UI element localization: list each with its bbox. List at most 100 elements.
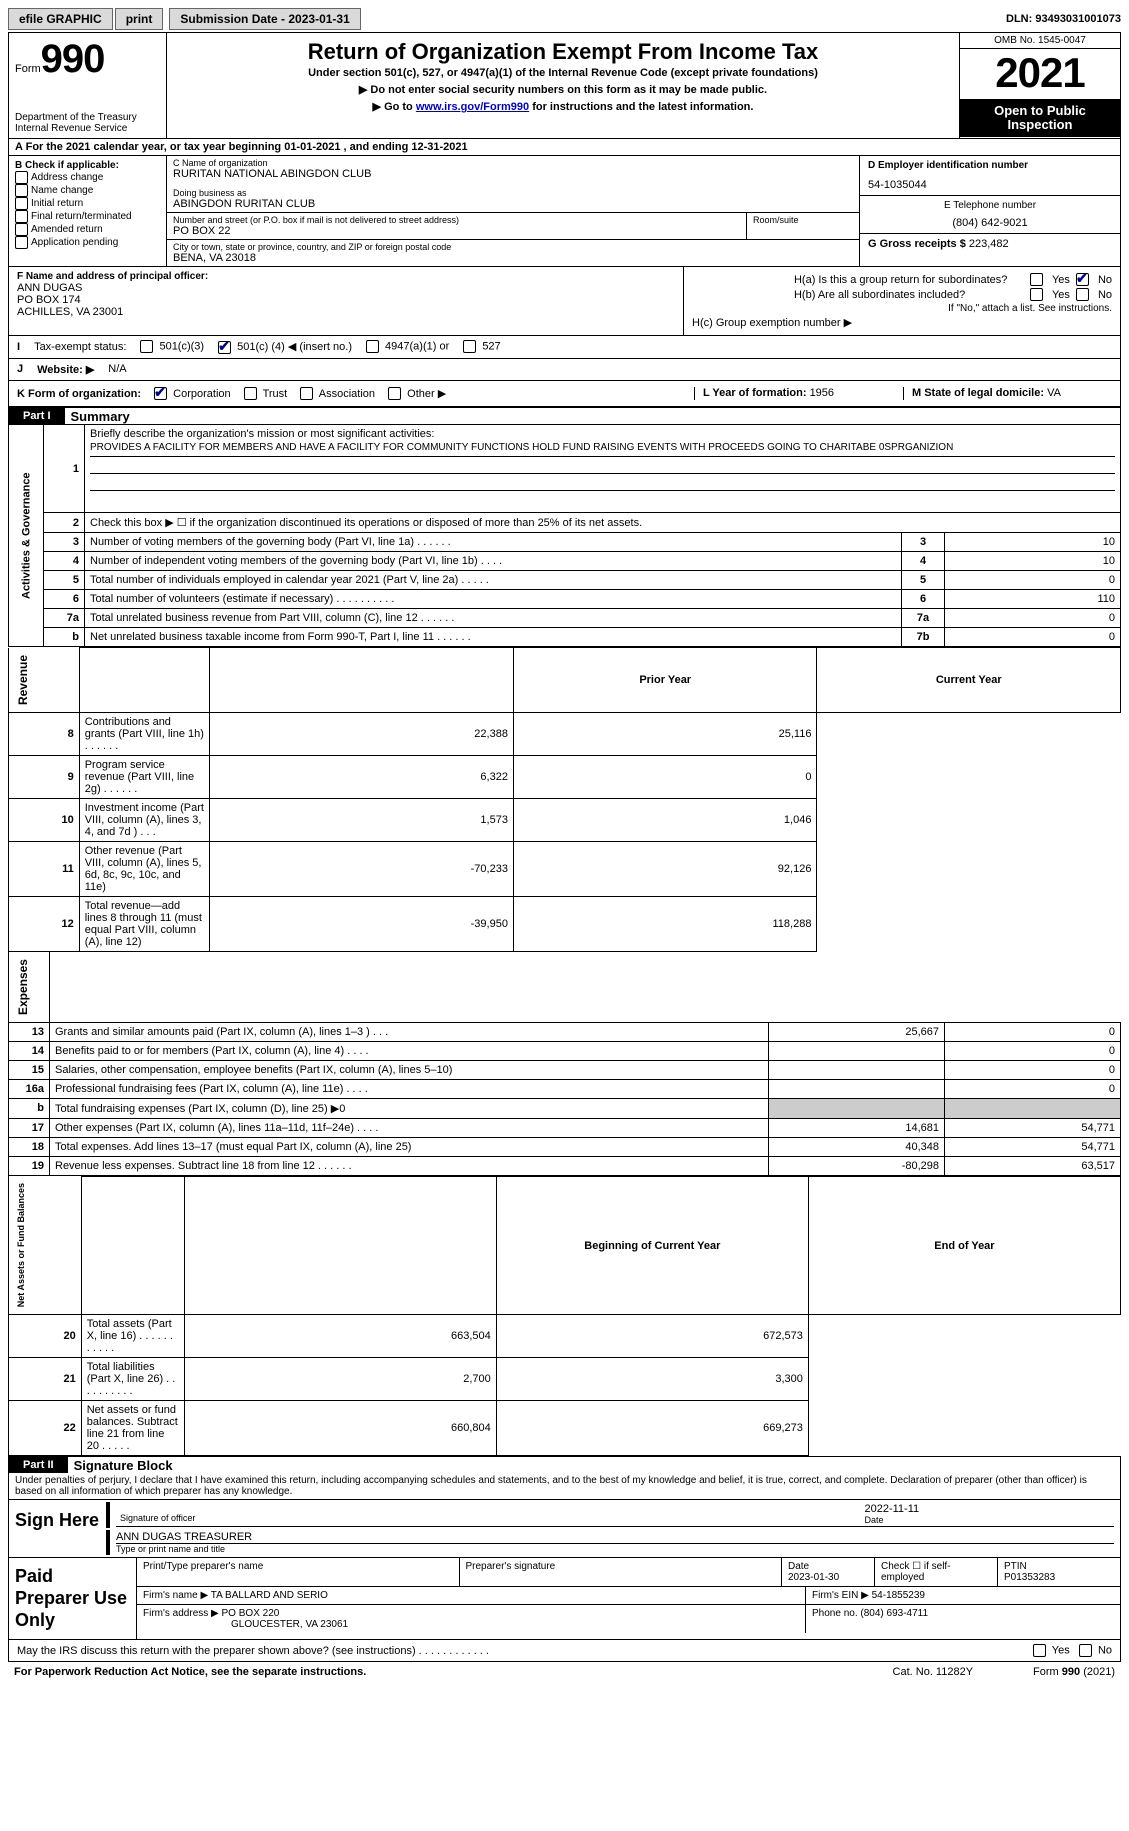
expense-table: Expenses 13Grants and similar amounts pa… xyxy=(8,952,1121,1176)
status-label: Tax-exempt status: xyxy=(34,341,126,353)
officer-name: ANN DUGAS xyxy=(17,282,675,294)
firm-phone: (804) 693-4711 xyxy=(860,1608,928,1619)
prep-name-label: Print/Type preparer's name xyxy=(137,1558,460,1586)
section-bcde: B Check if applicable: Address change Na… xyxy=(9,156,1120,266)
dln: DLN: 93493031001073 xyxy=(1006,13,1121,25)
part-i-title: Summary xyxy=(71,409,130,424)
officer-city: ACHILLES, VA 23001 xyxy=(17,306,675,318)
gross-value: 223,482 xyxy=(969,238,1009,250)
box-c: C Name of organization RURITAN NATIONAL … xyxy=(167,156,860,266)
discuss-row: May the IRS discuss this return with the… xyxy=(8,1640,1121,1662)
dba-value: ABINGDON RURITAN CLUB xyxy=(173,198,853,210)
h-a-label: H(a) Is this a group return for subordin… xyxy=(794,274,1024,286)
h-c-label: H(c) Group exemption number ▶ xyxy=(692,316,852,329)
sig-date: 2022-11-11 xyxy=(865,1503,1111,1515)
efile-badge: efile GRAPHIC xyxy=(8,8,113,30)
prep-sig-label: Preparer's signature xyxy=(460,1558,783,1586)
self-employed: Check ☐ if self-employed xyxy=(875,1558,998,1586)
footer: For Paperwork Reduction Act Notice, see … xyxy=(8,1662,1121,1682)
irs-link[interactable]: www.irs.gov/Form990 xyxy=(416,101,529,113)
side-expenses: Expenses xyxy=(14,955,32,1019)
part-ii-header: Part II Signature Block xyxy=(8,1456,1121,1473)
goto-post: for instructions and the latest informat… xyxy=(529,101,753,113)
officer-street: PO BOX 174 xyxy=(17,294,675,306)
room-label: Room/suite xyxy=(753,215,853,225)
street-label: Number and street (or P.O. box if mail i… xyxy=(173,215,740,225)
opt-address: Address change xyxy=(15,171,160,184)
submission-date: Submission Date - 2023-01-31 xyxy=(169,8,360,30)
calendar-year-line: A For the 2021 calendar year, or tax yea… xyxy=(9,139,1120,156)
opt-pending: Application pending xyxy=(15,236,160,249)
part-i-table: Activities & Governance 1 Briefly descri… xyxy=(8,424,1121,647)
street-value: PO BOX 22 xyxy=(173,225,740,237)
omb-number: OMB No. 1545-0047 xyxy=(960,33,1120,49)
box-e: E Telephone number (804) 642-9021 xyxy=(860,196,1120,234)
col-prior: Prior Year xyxy=(513,648,817,713)
gross-label: G Gross receipts $ xyxy=(868,238,966,250)
org-name-label: C Name of organization xyxy=(173,158,853,168)
opt-final: Final return/terminated xyxy=(15,210,160,223)
box-d: D Employer identification number 54-1035… xyxy=(860,156,1120,196)
netassets-table: Net Assets or Fund Balances Beginning of… xyxy=(8,1176,1121,1457)
sign-here-label: Sign Here xyxy=(9,1500,106,1557)
header-right: OMB No. 1545-0047 2021 Open to Public In… xyxy=(960,33,1120,138)
header-left: Form990 Department of the Treasury Inter… xyxy=(9,33,167,138)
phone-label: E Telephone number xyxy=(868,200,1112,211)
goto-note: ▶ Go to www.irs.gov/Form990 for instruct… xyxy=(177,100,949,113)
part-ii-bar: Part II xyxy=(9,1457,68,1473)
officer-label: F Name and address of principal officer: xyxy=(17,271,675,282)
print-button[interactable]: print xyxy=(115,8,164,30)
ptin-value: P01353283 xyxy=(1004,1572,1055,1583)
org-name-block: C Name of organization RURITAN NATIONAL … xyxy=(167,156,859,213)
firm-addr2: GLOUCESTER, VA 23061 xyxy=(231,1619,348,1630)
ein-value: 54-1035044 xyxy=(868,179,1112,191)
firm-addr1: PO BOX 220 xyxy=(222,1608,280,1619)
header-row: Form990 Department of the Treasury Inter… xyxy=(9,33,1120,139)
website-row: J Website: ▶ N/A xyxy=(9,358,1120,380)
org-name: RURITAN NATIONAL ABINGDON CLUB xyxy=(173,168,853,180)
section-fh: F Name and address of principal officer:… xyxy=(9,266,1120,335)
paid-preparer-label: Paid Preparer Use Only xyxy=(9,1558,137,1639)
side-netassets: Net Assets or Fund Balances xyxy=(14,1179,28,1311)
side-activities: Activities & Governance xyxy=(9,425,44,647)
col-begin: Beginning of Current Year xyxy=(496,1176,808,1315)
firm-name: TA BALLARD AND SERIO xyxy=(211,1590,328,1601)
mission-label: Briefly describe the organization's miss… xyxy=(90,428,434,440)
firm-ein: 54-1855239 xyxy=(872,1590,925,1601)
phone-value: (804) 642-9021 xyxy=(868,217,1112,229)
col-curr: Current Year xyxy=(817,648,1121,713)
penalty-text: Under penalties of perjury, I declare th… xyxy=(8,1473,1121,1500)
dept-treasury: Department of the Treasury xyxy=(15,112,160,123)
box-g: G Gross receipts $ 223,482 xyxy=(860,234,1120,254)
part-i-bar: Part I xyxy=(9,408,65,424)
paperwork-notice: For Paperwork Reduction Act Notice, see … xyxy=(14,1666,366,1678)
goto-pre: ▶ Go to xyxy=(373,101,416,113)
opt-initial: Initial return xyxy=(15,197,160,210)
officer-printed-name: ANN DUGAS TREASURER xyxy=(116,1531,1114,1543)
h-b-note: If "No," attach a list. See instructions… xyxy=(948,303,1112,314)
mission-text: PROVIDES A FACILITY FOR MEMBERS AND HAVE… xyxy=(90,442,1115,457)
part-ii-title: Signature Block xyxy=(74,1458,173,1473)
box-de: D Employer identification number 54-1035… xyxy=(860,156,1120,266)
topbar: efile GRAPHIC print Submission Date - 20… xyxy=(8,8,1121,30)
street-row: Number and street (or P.O. box if mail i… xyxy=(167,213,859,240)
box-h: H(a) Is this a group return for subordin… xyxy=(684,267,1120,335)
city-value: BENA, VA 23018 xyxy=(173,252,853,264)
website-value: N/A xyxy=(108,363,126,375)
discuss-text: May the IRS discuss this return with the… xyxy=(17,1645,489,1657)
website-label: Website: ▶ xyxy=(37,363,94,376)
city-block: City or town, state or province, country… xyxy=(167,240,859,266)
prep-date: 2023-01-30 xyxy=(788,1572,839,1583)
opt-name: Name change xyxy=(15,184,160,197)
sig-officer-label: Signature of officer xyxy=(120,1513,195,1523)
h-b-label: H(b) Are all subordinates included? xyxy=(794,289,1024,301)
row-klm: K Form of organization: Corporation Trus… xyxy=(9,380,1120,407)
irs-label: Internal Revenue Service xyxy=(15,123,160,134)
city-label: City or town, state or province, country… xyxy=(173,242,853,252)
open-inspection: Open to Public Inspection xyxy=(960,100,1120,137)
revenue-header: Revenue Prior Year Current Year 8Contrib… xyxy=(8,647,1121,952)
box-b-heading: B Check if applicable: xyxy=(15,160,160,171)
opt-amended: Amended return xyxy=(15,223,160,236)
box-f: F Name and address of principal officer:… xyxy=(9,267,684,335)
tax-status-row: I Tax-exempt status: 501(c)(3) 501(c) (4… xyxy=(9,335,1120,358)
